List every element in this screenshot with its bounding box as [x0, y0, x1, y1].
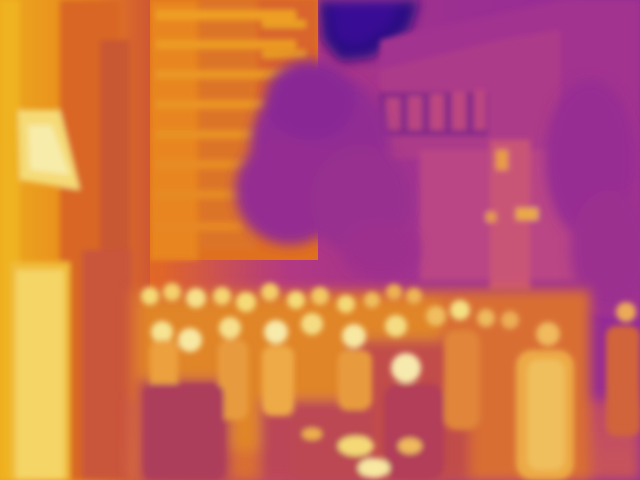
person — [219, 317, 241, 339]
person — [406, 288, 422, 304]
person — [163, 283, 181, 301]
person — [213, 287, 231, 305]
person — [426, 306, 446, 326]
person — [264, 320, 288, 344]
person — [311, 287, 329, 305]
tree — [235, 60, 420, 278]
person — [501, 311, 519, 329]
left-wall — [0, 0, 150, 480]
person — [385, 315, 407, 337]
person — [450, 300, 470, 320]
person — [141, 287, 159, 305]
person — [186, 288, 206, 308]
person — [364, 292, 380, 308]
person — [178, 328, 202, 352]
person — [151, 321, 173, 343]
right-tree — [545, 80, 640, 310]
person — [337, 295, 355, 313]
person — [616, 302, 636, 322]
person — [261, 283, 279, 301]
person — [391, 353, 421, 383]
person — [301, 313, 323, 335]
person — [477, 309, 495, 327]
person — [236, 292, 256, 312]
person — [536, 322, 560, 346]
people — [141, 283, 640, 480]
sky — [318, 0, 420, 62]
person — [287, 291, 305, 309]
person — [342, 324, 366, 348]
person — [386, 284, 402, 300]
